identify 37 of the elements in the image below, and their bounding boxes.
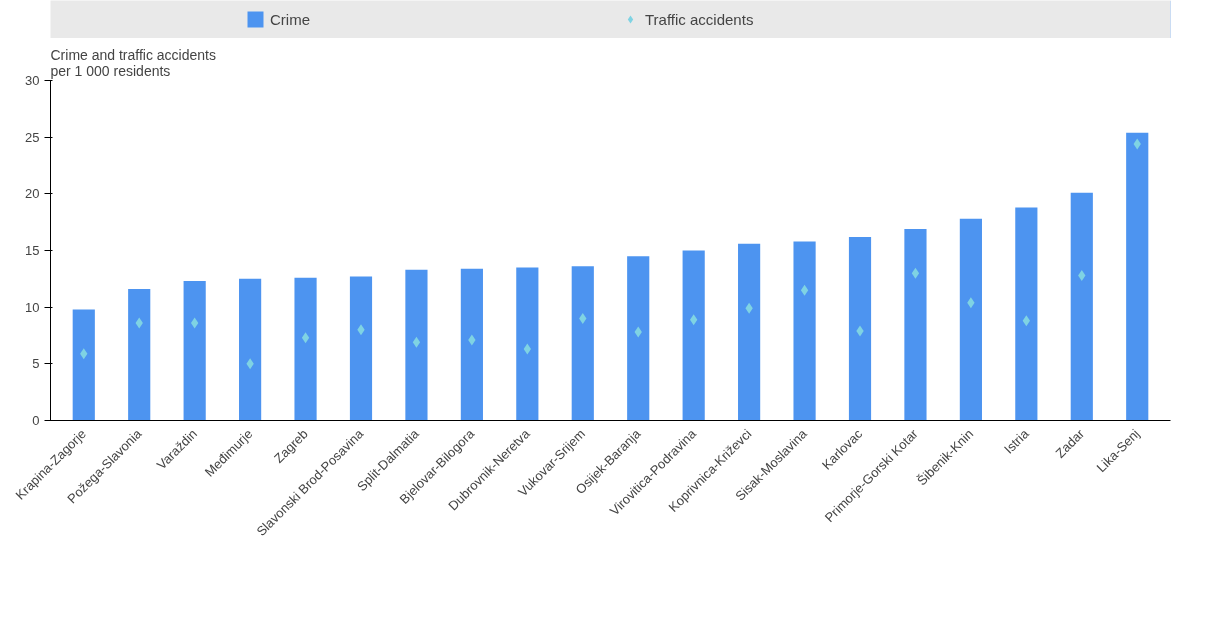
point (911, 267, 920, 279)
y-tick-label: 25 (25, 129, 40, 145)
legend-label: Crime (270, 10, 311, 28)
point (301, 332, 310, 344)
y-tick-label: 30 (25, 73, 40, 88)
bar (128, 289, 151, 421)
bar (460, 268, 483, 421)
bar (682, 250, 705, 421)
y-tick-label: 10 (25, 299, 40, 315)
bar (571, 266, 594, 421)
bar (959, 218, 982, 421)
bar (1070, 192, 1093, 421)
bar (239, 278, 262, 421)
bar (516, 267, 539, 421)
point (579, 313, 587, 324)
y-tick-label: 20 (25, 186, 40, 202)
bar (183, 281, 206, 421)
bar (1015, 207, 1038, 421)
point (190, 317, 199, 329)
point (1022, 315, 1031, 327)
bar (405, 269, 428, 421)
bar (627, 256, 650, 421)
bar (848, 236, 872, 421)
bar (904, 228, 927, 421)
y-tick-label: 0 (32, 413, 40, 428)
y-tick-label: 15 (25, 243, 40, 258)
bar (1126, 132, 1149, 421)
point (800, 284, 809, 296)
bar (72, 309, 95, 421)
bar (738, 243, 761, 421)
y-tick-label: 5 (32, 356, 40, 372)
bar (793, 241, 816, 421)
legend-label: Traffic accidents (645, 10, 755, 28)
point (412, 336, 421, 348)
y-axis-title: Crime and traffic accidents per 1 000 residents (50, 46, 216, 79)
bar (349, 276, 373, 421)
bar (294, 277, 317, 421)
